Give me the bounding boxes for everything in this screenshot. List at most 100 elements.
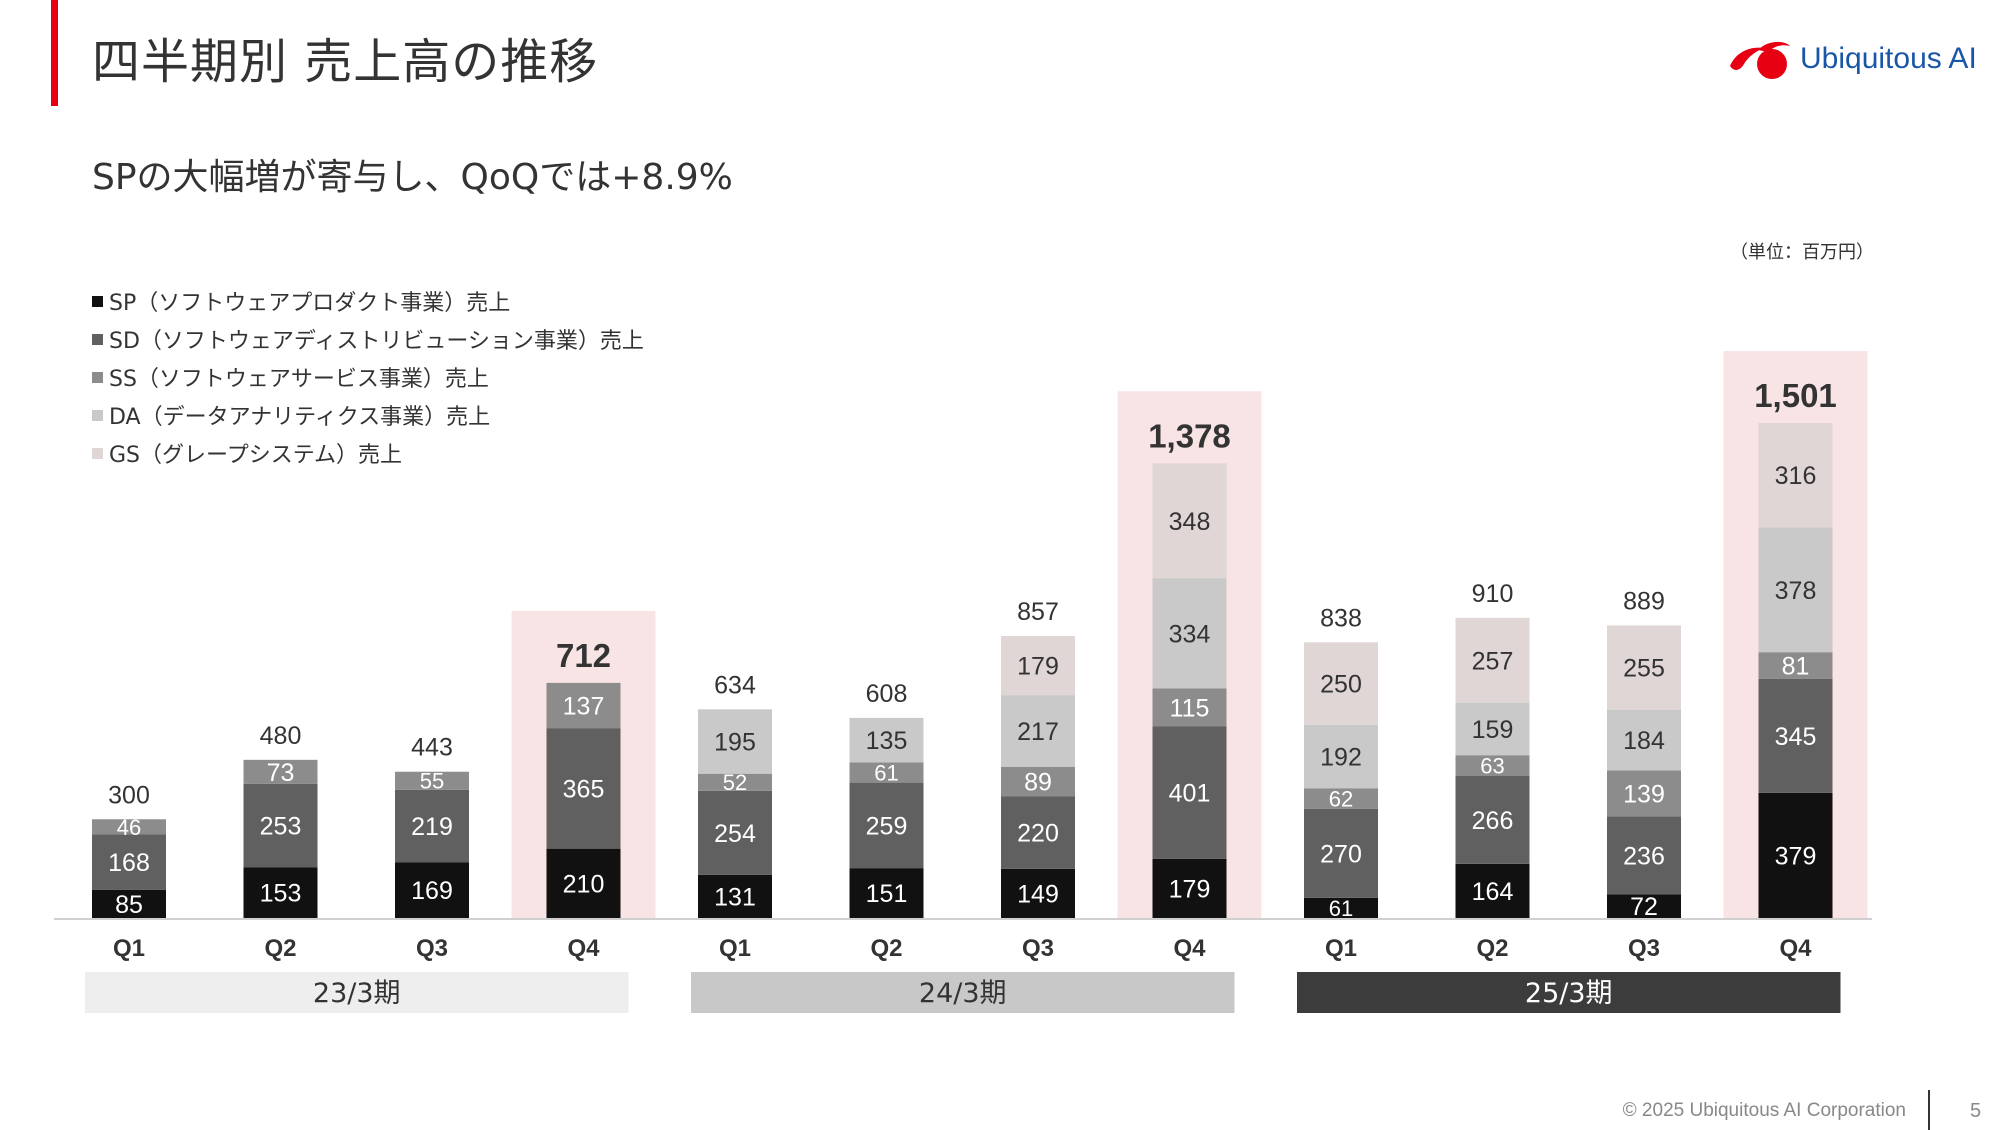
- bar-segment-gs: [1152, 463, 1227, 579]
- data-label: 179: [1017, 653, 1059, 681]
- copyright-text: © 2025 Ubiquitous AI Corporation: [1622, 1100, 1906, 1121]
- bar-segment-sd: [546, 728, 621, 849]
- data-label: 61: [874, 760, 898, 785]
- data-label: 81: [1782, 653, 1810, 681]
- bar-segment-da: [1455, 702, 1530, 756]
- bar-segment-sd: [1152, 726, 1227, 859]
- bar-segment-sd: [849, 782, 924, 869]
- total-label: 300: [108, 781, 150, 809]
- data-label: 85: [115, 891, 143, 919]
- bar-segment-gs: [1455, 617, 1530, 703]
- data-label: 378: [1775, 577, 1817, 605]
- bar-segment-sp: [1001, 868, 1075, 918]
- chart-legend: SP（ソフトウェアプロダクト事業）売上 SD（ソフトウェアディストリビューション…: [92, 282, 644, 472]
- x-tick-label: Q1: [719, 935, 751, 962]
- legend-item-sd: SD（ソフトウェアディストリビューション事業）売上: [92, 320, 644, 358]
- data-label: 257: [1472, 647, 1514, 675]
- data-label: 365: [563, 775, 605, 803]
- bar-segment-da: [1152, 578, 1227, 689]
- data-label: 219: [411, 813, 453, 841]
- data-label: 266: [1472, 807, 1514, 835]
- bar-segment-gs: [1001, 636, 1075, 696]
- bar-segment-da: [1001, 695, 1075, 767]
- title-accent-bar: [51, 0, 58, 106]
- data-label: 137: [563, 693, 605, 721]
- unit-note: （単位：百万円）: [1730, 242, 1874, 263]
- bar-segment-da: [1304, 724, 1378, 789]
- data-label: 210: [563, 870, 605, 898]
- x-tick-label: Q4: [567, 935, 600, 962]
- data-label: 316: [1775, 462, 1817, 490]
- fiscal-year-label: 24/3期: [919, 978, 1007, 1009]
- x-tick-label: Q2: [264, 935, 296, 962]
- data-label: 220: [1017, 819, 1059, 847]
- logo-icon: [1730, 41, 1790, 79]
- data-label: 73: [267, 759, 295, 787]
- legend-item-da: DA（データアナリティクス事業）売上: [92, 396, 644, 434]
- data-label: 52: [723, 770, 747, 795]
- fiscal-year-band: [691, 972, 1235, 1013]
- data-label: 151: [866, 880, 908, 908]
- total-label: 910: [1472, 580, 1514, 608]
- page-subtitle: SPの大幅増が寄与し、QoQでは+8.9%: [92, 157, 733, 198]
- data-label: 63: [1480, 754, 1504, 779]
- bar-segment-ss: [1001, 766, 1075, 797]
- fiscal-year-label: 25/3期: [1525, 978, 1613, 1009]
- data-label: 348: [1169, 508, 1211, 536]
- total-label: 1,378: [1148, 417, 1231, 454]
- bar-segment-ss: [1758, 652, 1833, 679]
- stacked-bar-chart: 85 168 46 300 153 253 73 480 169 219 55 443 210 365 13…: [54, 351, 1872, 1013]
- legend-swatch: [92, 447, 103, 459]
- x-tick-label: Q2: [870, 935, 902, 962]
- data-label: 217: [1017, 718, 1059, 746]
- bar-segment-ss: [243, 759, 318, 784]
- bar-segment-sd: [1001, 796, 1075, 869]
- total-label: 889: [1623, 587, 1665, 615]
- data-label: 259: [866, 812, 908, 840]
- legend-label: SD（ソフトウェアディストリビューション事業）売上: [109, 329, 644, 354]
- data-label: 254: [714, 820, 756, 848]
- bar-segment-gs: [1607, 625, 1681, 710]
- data-label: 168: [108, 849, 150, 877]
- total-label: 857: [1017, 598, 1059, 626]
- bar-segment-sp: [1152, 858, 1227, 918]
- bar-segment-ss: [546, 682, 621, 729]
- total-label: 712: [556, 637, 611, 674]
- total-label: 480: [260, 722, 302, 750]
- page-number: 5: [1970, 1100, 1982, 1122]
- bar-segment-sp: [395, 862, 469, 918]
- data-label: 345: [1775, 723, 1817, 751]
- legend-swatch: [92, 295, 103, 307]
- fiscal-year-label: 23/3期: [313, 978, 401, 1009]
- bar-segment-sp: [698, 874, 772, 918]
- bar-segment-sp: [1455, 863, 1530, 918]
- bar-segment-sd: [1758, 678, 1833, 793]
- data-label: 135: [866, 727, 908, 755]
- data-label: 115: [1170, 694, 1210, 722]
- x-tick-label: Q3: [1022, 935, 1054, 962]
- legend-label: SP（ソフトウェアプロダクト事業）売上: [109, 291, 511, 316]
- data-label: 253: [260, 813, 302, 841]
- data-label: 159: [1472, 716, 1514, 744]
- page-title: 四半期別 売上高の推移: [92, 34, 599, 90]
- legend-swatch: [92, 333, 103, 345]
- data-label: 46: [117, 815, 141, 840]
- legend-item-sp: SP（ソフトウェアプロダクト事業）売上: [92, 282, 644, 320]
- total-label: 634: [714, 671, 756, 699]
- data-label: 62: [1329, 786, 1353, 811]
- bar-segment-sd: [395, 789, 469, 863]
- bar-segment-da: [1607, 709, 1681, 771]
- data-label: 236: [1623, 842, 1665, 870]
- data-label: 72: [1630, 893, 1658, 921]
- bar-segment-sd: [1455, 776, 1530, 864]
- data-label: 149: [1017, 880, 1059, 908]
- legend-item-gs: GS（グレープシステム）売上: [92, 434, 644, 472]
- data-label: 153: [260, 880, 302, 908]
- bar-segment-sp: [1607, 894, 1681, 918]
- fiscal-year-band: [1297, 972, 1841, 1013]
- x-tick-label: Q3: [1628, 935, 1660, 962]
- data-label: 379: [1775, 842, 1817, 870]
- bar-segment-da: [849, 717, 924, 763]
- bar-segment-sp: [1758, 792, 1833, 918]
- data-label: 89: [1024, 768, 1052, 796]
